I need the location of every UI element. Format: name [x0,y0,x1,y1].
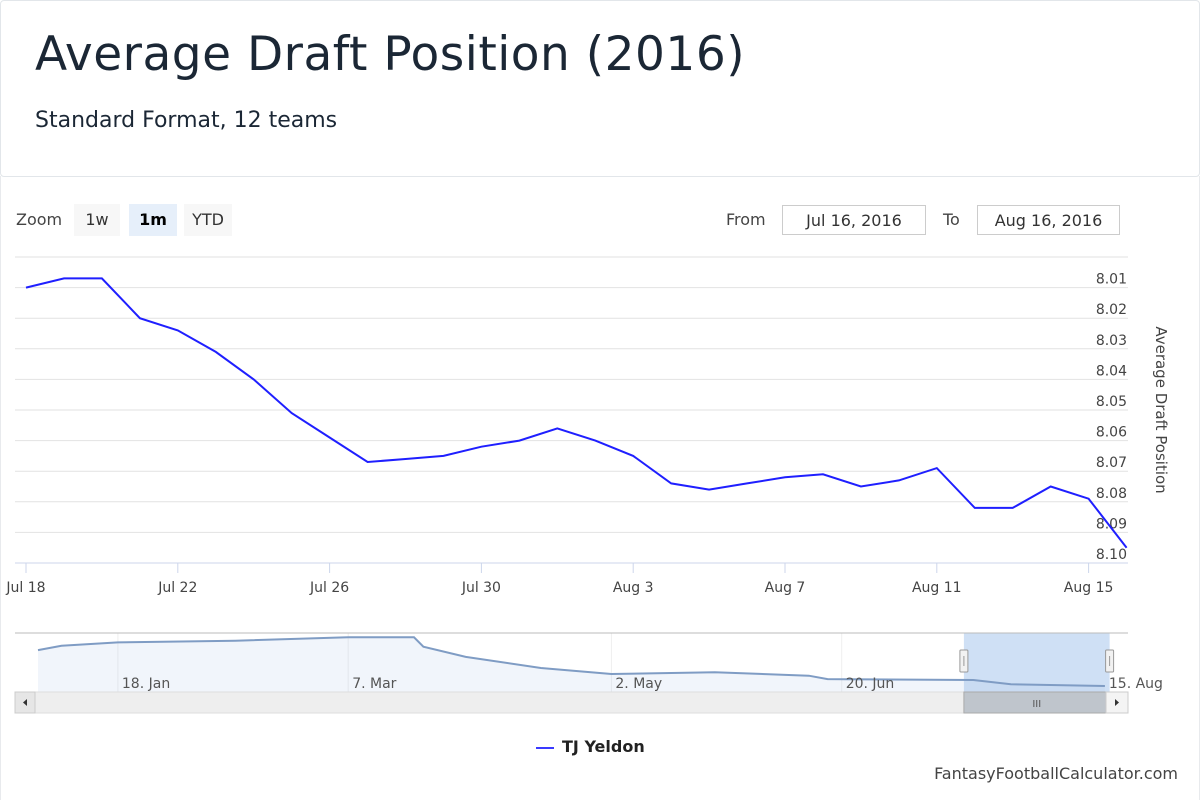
zoom-label: Zoom [16,210,63,229]
y-tick-label: 8.02 [1096,302,1127,318]
navigator-background [15,633,1128,693]
from-date-input[interactable]: Jul 16, 2016 [782,205,926,235]
navigator-tick-label: 7. Mar [352,676,396,692]
navigator-series-line [37,636,1105,687]
y-tick-label: 8.09 [1096,516,1127,532]
y-tick-label: 8.03 [1096,333,1127,349]
scrollbar-grip-icon: III [1032,699,1041,710]
y-tick-label: 8.07 [1096,455,1127,471]
navigator-tick-label: 20. Jun [846,676,895,692]
x-tick-label: Aug 11 [912,580,962,596]
y-tick-label: 8.08 [1096,486,1127,502]
legend-swatch [536,746,554,749]
y-tick-label: 8.01 [1096,272,1127,288]
x-tick-label: Jul 26 [309,580,349,596]
navigator-tick-label: 15. Aug [1109,676,1163,692]
x-tick-label: Jul 18 [5,580,45,596]
series-line-tj-yeldon [25,277,1128,549]
legend-label: TJ Yeldon [562,737,645,756]
page-title: Average Draft Position (2016) [35,27,746,82]
x-tick-label: Jul 22 [157,580,197,596]
to-date-input[interactable]: Aug 16, 2016 [977,205,1120,235]
chevron-right-icon [1115,699,1119,706]
page-subtitle: Standard Format, 12 teams [35,108,338,133]
y-tick-label: 8.06 [1096,425,1127,441]
x-tick-label: Aug 3 [613,580,654,596]
x-tick-label: Aug 7 [765,580,806,596]
navigator-tick-label: 18. Jan [122,676,170,692]
y-tick-label: 8.05 [1096,394,1127,410]
legend-item-tj-yeldon[interactable]: TJ Yeldon [536,737,645,756]
chevron-left-icon [23,699,27,706]
x-tick-label: Aug 15 [1064,580,1114,596]
credit-text: FantasyFootballCalculator.com [934,764,1178,783]
from-label: From [726,210,766,229]
chart-header: Average Draft Position (2016) Standard F… [0,0,1200,177]
to-label: To [943,210,960,229]
navigator-area [38,637,1105,692]
navigator-tick-label: 2. May [615,676,662,692]
zoom-1w-button[interactable]: 1w [74,204,120,236]
navigator-scrollbar[interactable] [14,691,1129,714]
y-tick-label: 8.04 [1096,363,1127,379]
x-tick-label: Jul 30 [461,580,501,596]
y-tick-label: 8.10 [1096,547,1127,563]
y-axis-title: Average Draft Position [1152,326,1170,493]
zoom-ytd-button[interactable]: YTD [184,204,232,236]
zoom-1m-button[interactable]: 1m [129,204,177,236]
